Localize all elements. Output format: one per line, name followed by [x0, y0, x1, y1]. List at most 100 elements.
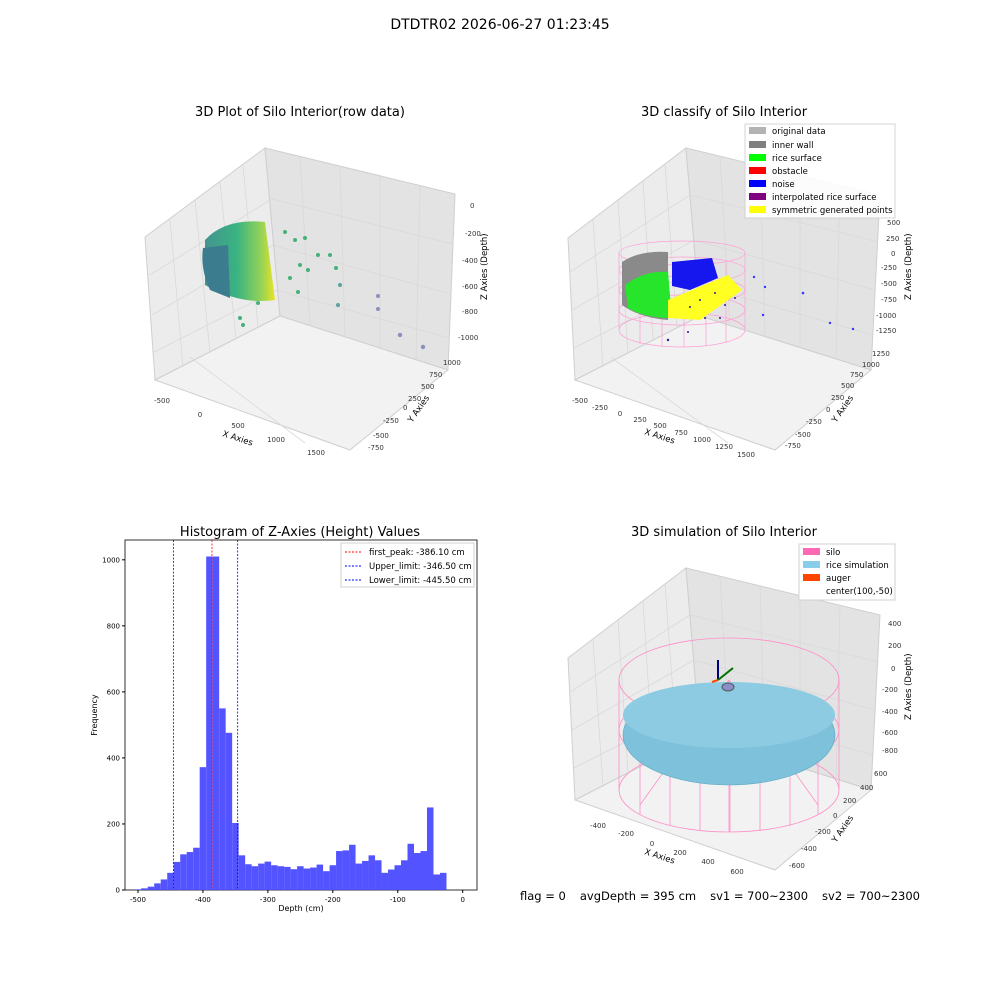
legend-label: Upper_limit: -346.50 cm: [369, 562, 472, 572]
histogram-bar: [414, 853, 421, 890]
svg-text:0: 0: [403, 404, 407, 412]
svg-text:500: 500: [887, 219, 900, 227]
histogram-bars: [134, 556, 447, 890]
svg-text:600: 600: [730, 868, 743, 876]
legend-swatch: [749, 193, 766, 200]
y-tick-label: 0: [116, 887, 120, 895]
legend-swatch: [803, 548, 820, 555]
legend-swatch: [749, 154, 766, 161]
legend-swatch: [749, 127, 766, 134]
svg-text:-750: -750: [368, 444, 384, 452]
x-tick-label: -400: [195, 896, 211, 904]
svg-text:-600: -600: [462, 283, 478, 291]
svg-text:200: 200: [843, 797, 856, 805]
legend-label: first_peak: -386.10 cm: [369, 548, 465, 558]
x-tick-label: -100: [390, 896, 406, 904]
histogram-bar: [258, 863, 265, 890]
svg-text:0: 0: [833, 812, 837, 820]
simulation-3d-title: 3D simulation of Silo Interior: [631, 525, 818, 540]
flag-text: flag = 0: [520, 889, 566, 903]
svg-text:-500: -500: [881, 280, 897, 288]
histogram-bar: [193, 847, 200, 890]
histogram-bar: [245, 864, 252, 890]
classify-3d-title: 3D classify of Silo Interior: [641, 105, 808, 120]
histogram-bar: [297, 866, 304, 890]
svg-text:-200: -200: [815, 828, 831, 836]
svg-text:0: 0: [470, 202, 474, 210]
x-tick-label: -500: [130, 896, 146, 904]
histogram-bar: [401, 860, 408, 890]
histogram-bar: [225, 732, 233, 890]
svg-text:-400: -400: [462, 257, 478, 265]
svg-text:-600: -600: [789, 862, 805, 870]
svg-text:-400: -400: [590, 822, 606, 830]
histogram-bar: [219, 708, 226, 890]
svg-text:-500: -500: [795, 431, 811, 439]
histogram-bar: [323, 871, 330, 890]
histogram-bar: [375, 860, 382, 890]
histogram-axes-frame: [124, 539, 478, 891]
legend-label: interpolated rice surface: [772, 193, 877, 203]
histogram-bar: [199, 767, 207, 890]
histogram-bar: [439, 872, 447, 890]
histogram-bar: [147, 886, 155, 890]
legend-swatch: [803, 587, 820, 594]
svg-text:0: 0: [198, 411, 202, 419]
legend-label: center(100,-50): [826, 587, 893, 597]
y-tick-label: 400: [107, 754, 120, 762]
svg-text:400: 400: [701, 858, 714, 866]
svg-text:1250: 1250: [872, 350, 890, 358]
raw-3d-ticks: -500 0 500 1000 1500 -750 -500 -250 0 25…: [154, 202, 481, 457]
histogram-bar: [381, 872, 389, 890]
histogram-bar: [336, 851, 343, 890]
histogram-bar: [206, 556, 213, 890]
svg-text:500: 500: [841, 382, 854, 390]
classify-3d-ticks: -500 -250 0 250 500 750 1000 1250 1500 -…: [572, 219, 900, 459]
legend-label: Lower_limit: -445.50 cm: [369, 576, 471, 586]
svg-text:0: 0: [618, 410, 622, 418]
legend-label: inner wall: [772, 141, 813, 151]
legend-label: symmetric generated points: [772, 206, 893, 216]
svg-text:750: 750: [850, 371, 863, 379]
svg-text:-400: -400: [882, 708, 898, 716]
svg-text:-1000: -1000: [458, 334, 478, 342]
histogram-reference-lines: [172, 540, 239, 890]
histogram-bar: [141, 888, 148, 890]
svg-text:-800: -800: [882, 747, 898, 755]
svg-text:0: 0: [891, 665, 895, 673]
svg-text:400: 400: [888, 620, 901, 628]
raw-3d-points: [202, 221, 426, 350]
x-tick-label: -300: [260, 896, 276, 904]
histogram-bar: [362, 860, 369, 890]
status-footer: flag = 0 avgDepth = 395 cm sv1 = 700~2300 s…: [520, 889, 934, 903]
svg-text:1500: 1500: [307, 449, 325, 457]
legend-label: auger: [826, 574, 851, 584]
svg-text:1000: 1000: [693, 436, 711, 444]
svg-text:750: 750: [674, 429, 687, 437]
y-tick-label: 200: [107, 820, 120, 828]
raw-3d-axes-box: [144, 147, 456, 451]
legend-label: rice simulation: [826, 561, 889, 571]
svg-text:500: 500: [653, 422, 666, 430]
svg-text:250: 250: [886, 235, 899, 243]
raw-3d-title: 3D Plot of Silo Interior(row data): [195, 105, 405, 120]
raw-3d-xlabel: X Axies: [221, 429, 254, 448]
legend-swatch: [749, 141, 766, 148]
histogram-yticks: 0 200 400 600 800 1000: [102, 556, 125, 895]
svg-text:750: 750: [429, 371, 442, 379]
svg-text:500: 500: [231, 422, 244, 430]
histogram-bar: [433, 874, 440, 890]
svg-text:-250: -250: [806, 418, 822, 426]
svg-text:-200: -200: [465, 230, 481, 238]
legend-swatch: [803, 561, 820, 568]
svg-text:1500: 1500: [737, 451, 755, 459]
svg-text:-1250: -1250: [876, 327, 896, 335]
svg-text:250: 250: [633, 416, 646, 424]
svg-text:1000: 1000: [443, 359, 461, 367]
legend-swatch: [749, 180, 766, 187]
svg-text:-500: -500: [373, 432, 389, 440]
histogram-xlabel: Depth (cm): [278, 904, 323, 913]
histogram-bar: [355, 863, 363, 890]
svg-text:-600: -600: [882, 729, 898, 737]
histogram-bar: [173, 861, 181, 890]
